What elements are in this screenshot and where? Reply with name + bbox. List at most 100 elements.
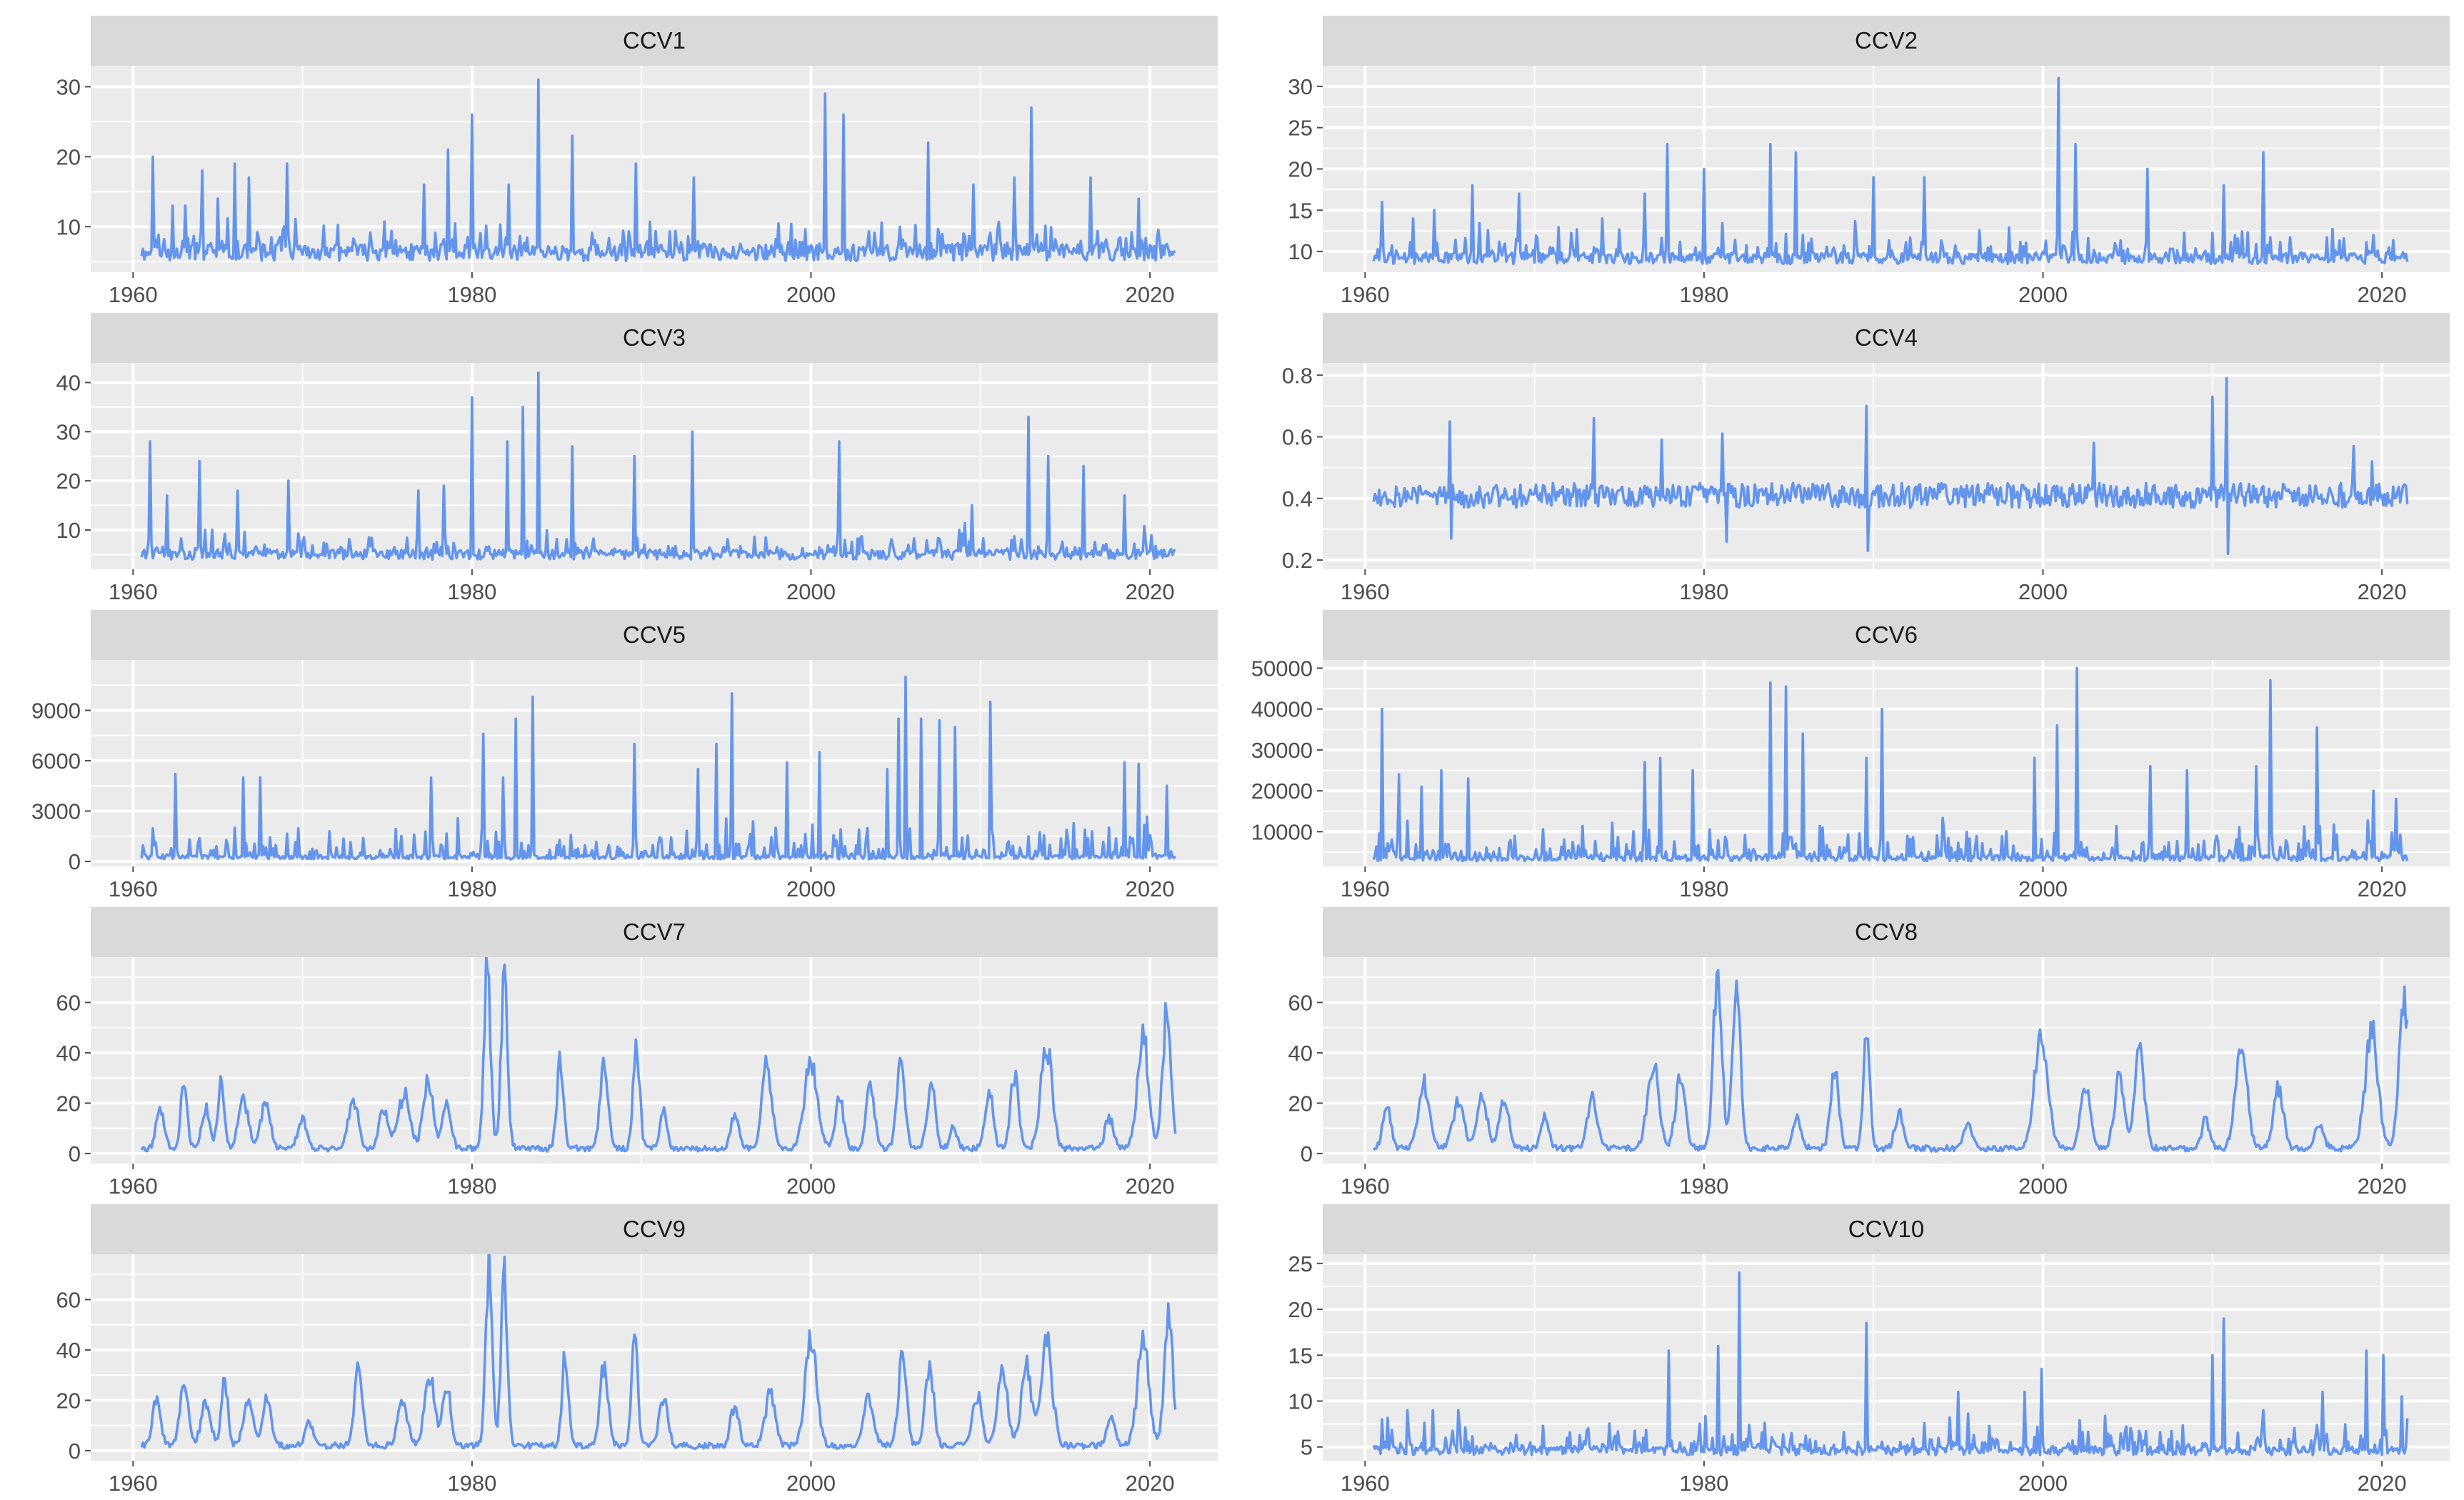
x-tick-label: 2000 (2018, 1174, 2068, 1199)
x-tick-label: 1960 (1341, 1174, 1390, 1199)
strip-background (1323, 16, 2450, 66)
x-tick-label: 1980 (447, 282, 496, 307)
y-tick-label: 25 (1288, 1251, 1313, 1276)
y-tick-label: 40000 (1251, 697, 1313, 722)
x-tick-label: 2000 (2018, 579, 2068, 604)
series-line (1372, 376, 2409, 556)
y-tick-label: 40 (56, 1338, 81, 1363)
series-line (1372, 76, 2409, 266)
x-tick-label: 2000 (786, 1471, 836, 1496)
strip-label: CCV4 (1855, 324, 1918, 351)
y-tick-label: 20000 (1251, 779, 1313, 804)
y-tick-label: 20 (1288, 157, 1313, 182)
series-line (140, 1254, 1177, 1450)
strip-background (1323, 1204, 2450, 1254)
strip-label: CCV5 (623, 621, 686, 648)
y-tick-label: 30 (56, 419, 81, 444)
x-tick-label: 1980 (1679, 1174, 1728, 1199)
strip-background (1323, 313, 2450, 363)
facet-ccv10: CCV10 1960 1980 2000 2020 5 10 15 20 25 (1288, 1204, 2450, 1496)
strip-background (1323, 907, 2450, 957)
y-tick-label: 30000 (1251, 738, 1313, 763)
x-tick-label: 2020 (1126, 282, 1175, 307)
strip-background (91, 1204, 1218, 1254)
x-tick-label: 1960 (1341, 1471, 1390, 1496)
x-tick-label: 1960 (109, 579, 158, 604)
x-tick-label: 1960 (1341, 282, 1390, 307)
x-tick-label: 1980 (447, 579, 496, 604)
y-tick-label: 20 (1288, 1297, 1313, 1322)
y-tick-label: 20 (56, 144, 81, 169)
strip-background (91, 907, 1218, 957)
x-tick-label: 2020 (1126, 1471, 1175, 1496)
x-tick-label: 2000 (2018, 1471, 2068, 1496)
x-tick-label: 2020 (2358, 282, 2407, 307)
strip-label: CCV10 (1848, 1216, 1924, 1242)
strip-label: CCV8 (1855, 919, 1918, 945)
y-tick-label: 20 (56, 469, 81, 494)
y-tick-label: 25 (1288, 116, 1313, 141)
y-tick-label: 0.6 (1282, 425, 1313, 450)
facet-ccv9: CCV9 1960 1980 2000 2020 0 20 40 60 (56, 1204, 1218, 1496)
series-line (140, 675, 1177, 861)
x-tick-label: 1960 (109, 282, 158, 307)
panel-background (91, 957, 1218, 1164)
series-line (140, 371, 1176, 561)
y-tick-label: 20 (1288, 1091, 1313, 1116)
facet-ccv5: CCV5 1960 1980 2000 2020 0 3000 6000 9000 (31, 610, 1218, 901)
y-tick-label: 60 (56, 1287, 81, 1312)
x-tick-label: 1960 (1341, 876, 1390, 901)
panel-background (91, 660, 1218, 866)
series-line (1372, 969, 2409, 1153)
panel-background (1323, 363, 2450, 569)
y-tick-label: 30 (56, 74, 81, 99)
x-tick-label: 2000 (786, 876, 836, 901)
x-tick-label: 2020 (2358, 1174, 2407, 1199)
series-line (1372, 1271, 2409, 1457)
y-tick-label: 20 (56, 1091, 81, 1116)
y-tick-label: 9000 (31, 698, 81, 723)
y-tick-label: 3000 (31, 799, 81, 824)
strip-label: CCV1 (623, 27, 686, 54)
x-tick-label: 1980 (1679, 282, 1728, 307)
series-line (1372, 666, 2409, 863)
series-line (140, 957, 1177, 1153)
y-tick-label: 0.2 (1282, 548, 1313, 573)
y-tick-label: 0 (69, 1439, 81, 1464)
x-tick-label: 1980 (1679, 579, 1728, 604)
x-tick-label: 2020 (1126, 1174, 1175, 1199)
y-tick-label: 10 (56, 518, 81, 543)
x-tick-label: 1960 (1341, 579, 1390, 604)
strip-label: CCV7 (623, 919, 686, 945)
strip-label: CCV2 (1855, 27, 1918, 54)
strip-label: CCV6 (1855, 621, 1918, 648)
y-tick-label: 60 (56, 990, 81, 1015)
x-tick-label: 1980 (447, 876, 496, 901)
series-line (140, 78, 1176, 263)
x-tick-label: 2020 (1126, 876, 1175, 901)
x-tick-label: 2020 (1126, 579, 1175, 604)
strip-background (91, 313, 1218, 363)
strip-label: CCV9 (623, 1216, 686, 1242)
y-tick-label: 0 (69, 1141, 81, 1166)
x-tick-label: 2000 (2018, 282, 2068, 307)
panel-background (1323, 1254, 2450, 1461)
strip-background (91, 16, 1218, 66)
x-tick-label: 1980 (447, 1174, 496, 1199)
y-tick-label: 0 (69, 849, 81, 874)
y-tick-label: 0.8 (1282, 363, 1313, 388)
strip-background (91, 610, 1218, 660)
panel-background (1323, 660, 2450, 866)
x-tick-label: 1980 (447, 1471, 496, 1496)
x-tick-label: 2020 (2358, 876, 2407, 901)
panel-background (91, 1254, 1218, 1461)
strip-label: CCV3 (623, 324, 686, 351)
y-tick-label: 5 (1301, 1435, 1313, 1460)
y-tick-label: 50000 (1251, 656, 1313, 681)
y-tick-label: 40 (56, 1041, 81, 1066)
y-tick-label: 10000 (1251, 819, 1313, 844)
x-tick-label: 1980 (1679, 876, 1728, 901)
x-tick-label: 1960 (109, 876, 158, 901)
y-tick-label: 0 (1301, 1141, 1313, 1166)
